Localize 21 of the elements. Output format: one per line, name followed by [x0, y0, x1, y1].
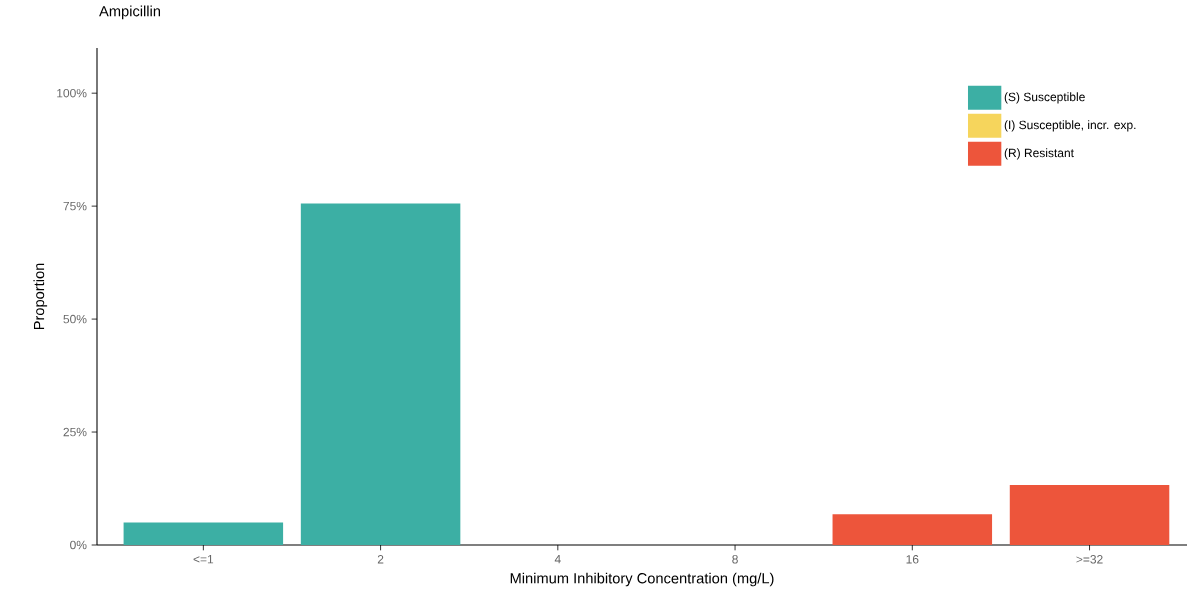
- chart-title: Ampicillin: [99, 5, 161, 20]
- legend-label: (R) Resistant: [1004, 148, 1074, 160]
- y-tick-label: 75%: [63, 201, 87, 211]
- y-tick-label: 100%: [57, 88, 87, 98]
- legend-label: (S) Susceptible: [1004, 92, 1085, 104]
- x-axis-title: Minimum Inhibitory Concentration (mg/L): [510, 572, 774, 587]
- bar: [123, 522, 284, 545]
- x-tick-label: 8: [732, 555, 738, 564]
- x-tick-label: <=1: [193, 555, 214, 564]
- x-tick-label: 4: [554, 555, 561, 564]
- y-tick-label: 0%: [70, 540, 87, 550]
- y-tick-label: 50%: [63, 314, 87, 324]
- legend-label: (I) Susceptible, incr. exp.: [1004, 120, 1136, 132]
- y-axis-title: Proportion: [33, 263, 48, 330]
- x-tick-label: 16: [906, 555, 919, 564]
- y-tick-label: 25%: [63, 427, 87, 437]
- bar: [1009, 484, 1170, 545]
- bar: [832, 514, 993, 545]
- x-tick-label: >=32: [1076, 555, 1103, 564]
- x-tick-label: 2: [377, 555, 384, 564]
- bar: [300, 203, 461, 545]
